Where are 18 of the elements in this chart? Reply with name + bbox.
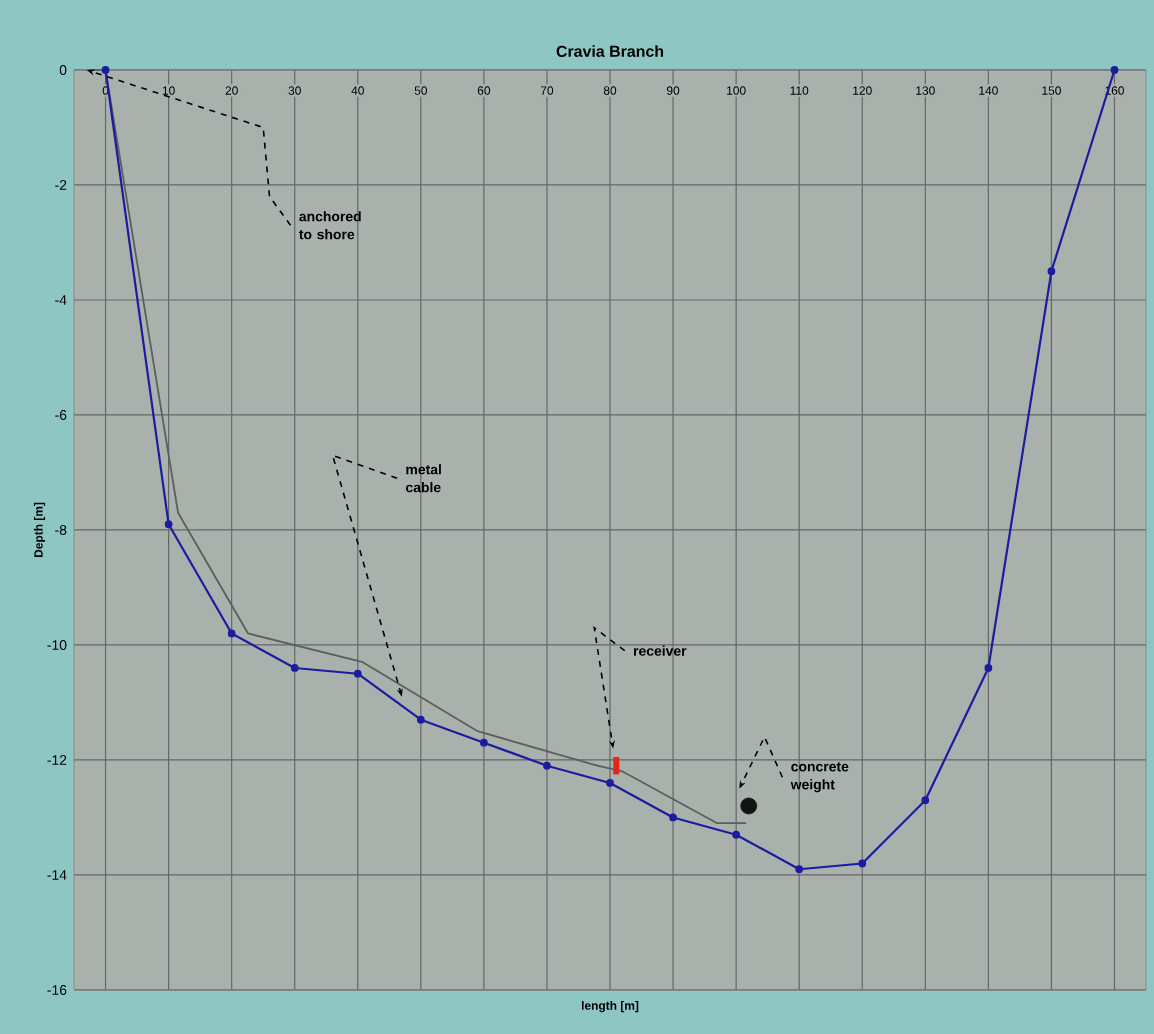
point — [101, 66, 110, 74]
point — [984, 664, 993, 672]
point — [164, 520, 173, 529]
point — [480, 738, 488, 747]
point — [290, 664, 299, 672]
point — [1110, 66, 1119, 74]
point — [543, 761, 551, 770]
point — [353, 669, 362, 678]
point — [795, 865, 804, 874]
point — [858, 859, 867, 868]
point — [416, 715, 425, 724]
point — [921, 796, 930, 805]
point — [669, 813, 677, 822]
point — [740, 797, 758, 815]
point — [227, 629, 236, 638]
point — [1047, 267, 1056, 276]
point — [606, 779, 614, 787]
point — [732, 830, 741, 839]
